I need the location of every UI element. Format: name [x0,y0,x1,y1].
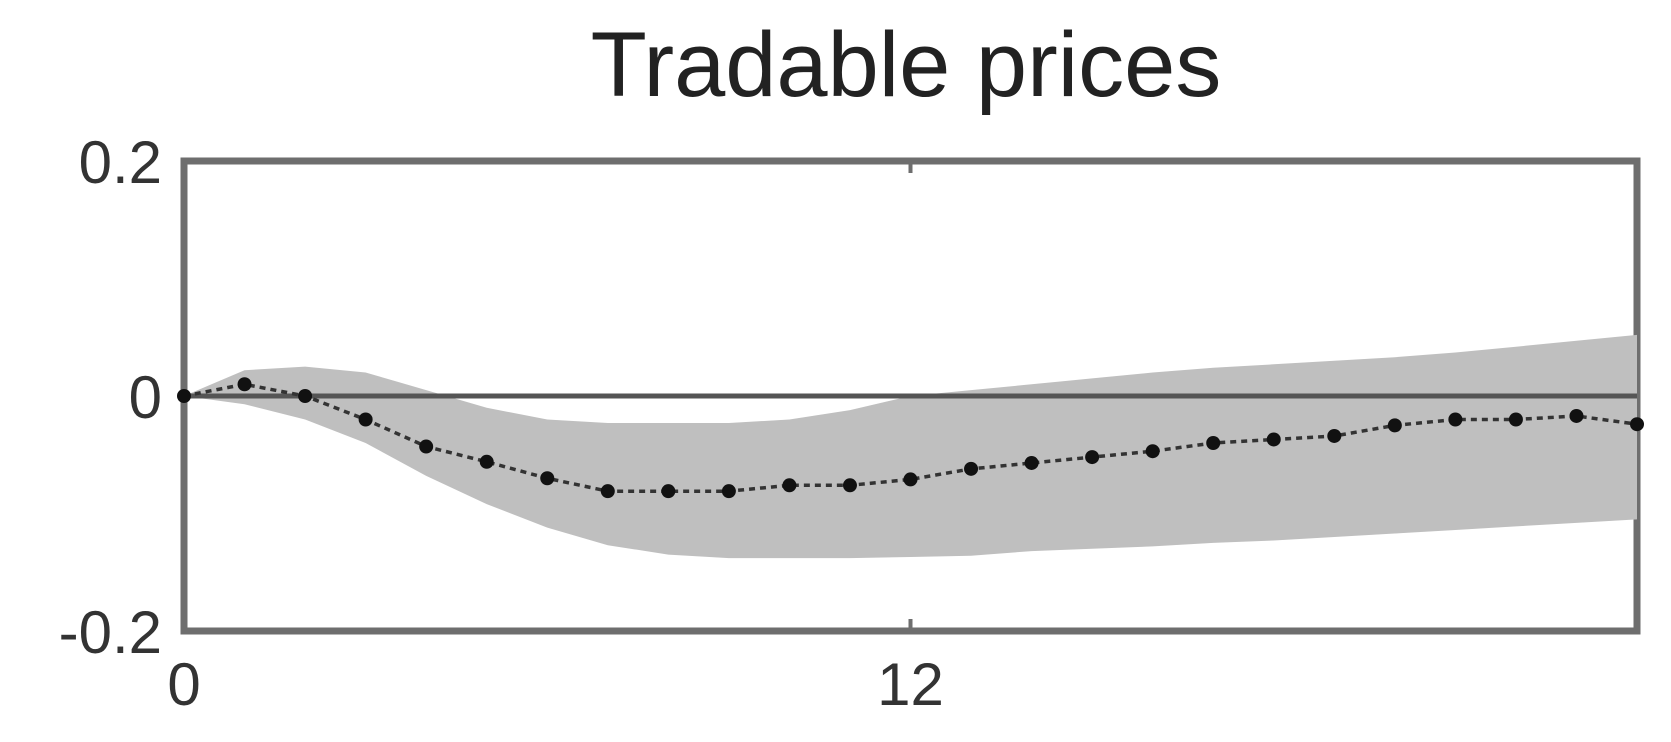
estimate-point [600,484,615,499]
estimate-point [1508,412,1523,427]
estimate-point [1145,444,1160,459]
estimate-point [1024,455,1039,470]
plot-area [177,157,1644,635]
y-tick-label: -0.2 [59,599,162,666]
estimate-point [842,478,857,493]
x-tick-label: 12 [877,651,944,718]
estimate-point [1206,436,1221,450]
y-tick-label: 0 [129,364,162,431]
estimate-point [782,478,797,493]
estimate-point [1266,432,1281,447]
estimate-point [1448,412,1463,427]
axes: 0.20-0.20 12 [59,129,944,718]
estimate-point [964,461,979,476]
y-tick-label: 0.2 [79,129,162,196]
estimate-point [1327,428,1342,443]
estimate-point [419,439,434,454]
estimate-point [540,471,555,486]
estimate-point [903,472,918,487]
estimate-point [1630,417,1644,432]
estimate-point [661,484,676,499]
estimate-point [1085,450,1100,465]
estimate-point [358,412,373,427]
x-tick-label: 0 [167,651,200,718]
estimate-point [177,389,191,403]
estimate-point [1387,418,1402,433]
estimate-point [298,389,313,403]
estimate-point [237,377,252,392]
estimate-point [721,484,736,499]
estimate-point [1569,408,1584,423]
chart-title: Tradable prices [591,14,1222,116]
confidence-band [184,334,1637,559]
estimate-point [479,454,494,469]
